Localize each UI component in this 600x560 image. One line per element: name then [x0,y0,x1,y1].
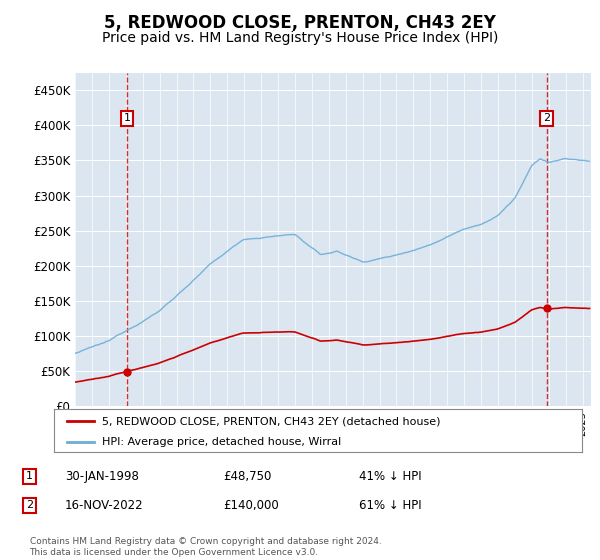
Text: 16-NOV-2022: 16-NOV-2022 [65,499,143,512]
Text: £48,750: £48,750 [224,470,272,483]
Text: Price paid vs. HM Land Registry's House Price Index (HPI): Price paid vs. HM Land Registry's House … [102,31,498,45]
Text: 5, REDWOOD CLOSE, PRENTON, CH43 2EY (detached house): 5, REDWOOD CLOSE, PRENTON, CH43 2EY (det… [101,417,440,426]
Text: 61% ↓ HPI: 61% ↓ HPI [359,499,421,512]
Text: Contains HM Land Registry data © Crown copyright and database right 2024.
This d: Contains HM Land Registry data © Crown c… [29,537,381,557]
Text: 2: 2 [543,113,550,123]
Text: 2: 2 [26,501,33,510]
Text: HPI: Average price, detached house, Wirral: HPI: Average price, detached house, Wirr… [101,437,341,447]
Text: £140,000: £140,000 [224,499,280,512]
Text: 30-JAN-1998: 30-JAN-1998 [65,470,139,483]
Text: 1: 1 [124,113,131,123]
Text: 5, REDWOOD CLOSE, PRENTON, CH43 2EY: 5, REDWOOD CLOSE, PRENTON, CH43 2EY [104,14,496,32]
Text: 1: 1 [26,472,33,482]
Text: 41% ↓ HPI: 41% ↓ HPI [359,470,421,483]
